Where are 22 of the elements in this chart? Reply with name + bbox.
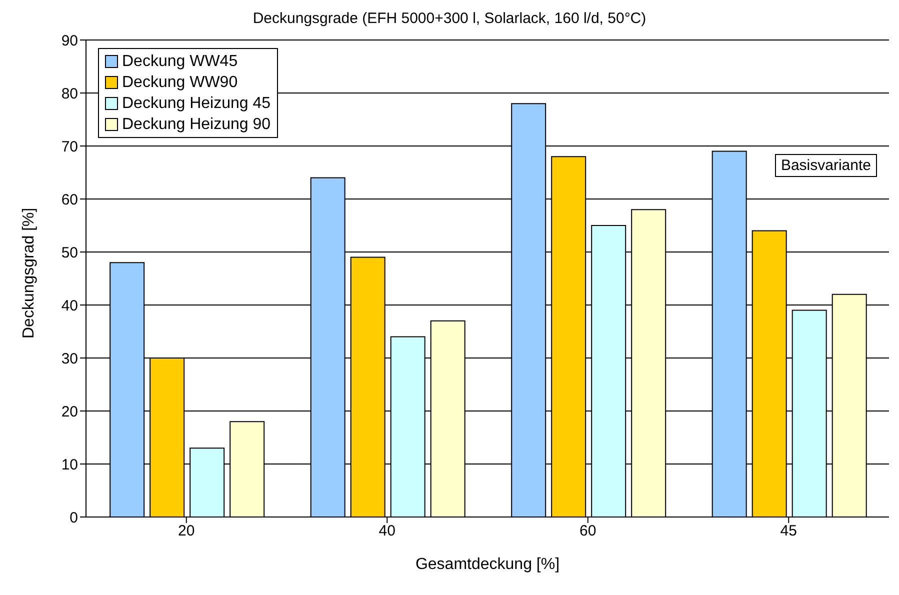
legend-label: Deckung Heizung 90 [122,115,271,135]
y-tick-label: 50 [61,244,78,262]
x-tick-label: 40 [378,522,396,540]
legend-label: Deckung WW45 [122,52,238,72]
y-tick-label: 30 [61,350,78,368]
y-axis-title: Deckungsgrad [%] [20,208,38,338]
y-tick-label: 0 [70,509,78,526]
y-tick-label: 60 [61,191,78,208]
x-axis-title: Gesamtdeckung [%] [415,556,560,573]
y-tick-label: 90 [61,32,78,50]
x-tick-label: 20 [178,522,195,540]
x-tick-label: 60 [580,522,596,540]
legend-label: Deckung Heizung 45 [122,94,271,114]
y-tick-label: 40 [61,297,78,314]
y-tick-label: 80 [61,85,78,102]
x-tick-label: 45 [780,522,797,540]
chart-title: Deckungsgrade (EFH 5000+300 l, Solarlack, 160 l/d, 50°C) [252,10,648,27]
y-tick-label: 10 [61,456,78,474]
annotation: Basisvariante [774,154,877,177]
y-tick-label: 70 [61,138,78,156]
y-tick-label: 20 [61,403,78,420]
legend-label: Deckung WW90 [122,73,238,93]
